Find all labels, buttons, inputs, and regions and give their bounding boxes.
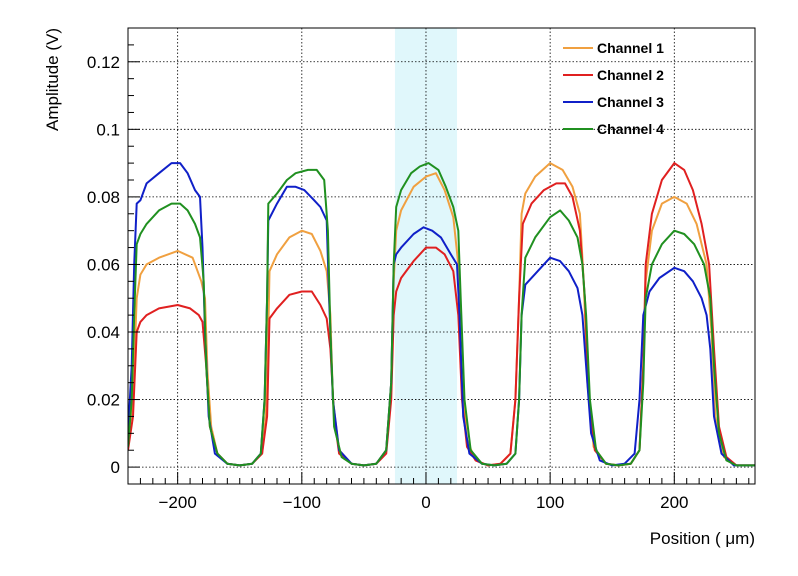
x-axis-title: Position ( μm) [650, 529, 755, 548]
x-tick-label: 100 [536, 493, 564, 512]
x-tick-label: −100 [283, 493, 321, 512]
y-tick-label: 0.04 [87, 323, 120, 342]
y-tick-label: 0.06 [87, 255, 120, 274]
series-line-channel-4 [128, 162, 755, 467]
x-tick-label: 200 [660, 493, 688, 512]
legend-label-channel-2: Channel 2 [597, 67, 664, 83]
y-tick-label: 0.08 [87, 188, 120, 207]
x-tick-label: −200 [159, 493, 197, 512]
y-tick-label: 0 [111, 458, 120, 477]
x-tick-label: 0 [421, 493, 430, 512]
plot-frame [127, 27, 756, 485]
y-tick-label: 0.02 [87, 391, 120, 410]
y-tick-label: 0.1 [96, 120, 120, 139]
legend-label-channel-3: Channel 3 [597, 94, 664, 110]
y-tick-label: 0.12 [87, 53, 120, 72]
y-axis-title: Amplitude (V) [43, 28, 62, 131]
legend-label-channel-4: Channel 4 [597, 121, 664, 137]
legend-label-channel-1: Channel 1 [597, 40, 664, 56]
